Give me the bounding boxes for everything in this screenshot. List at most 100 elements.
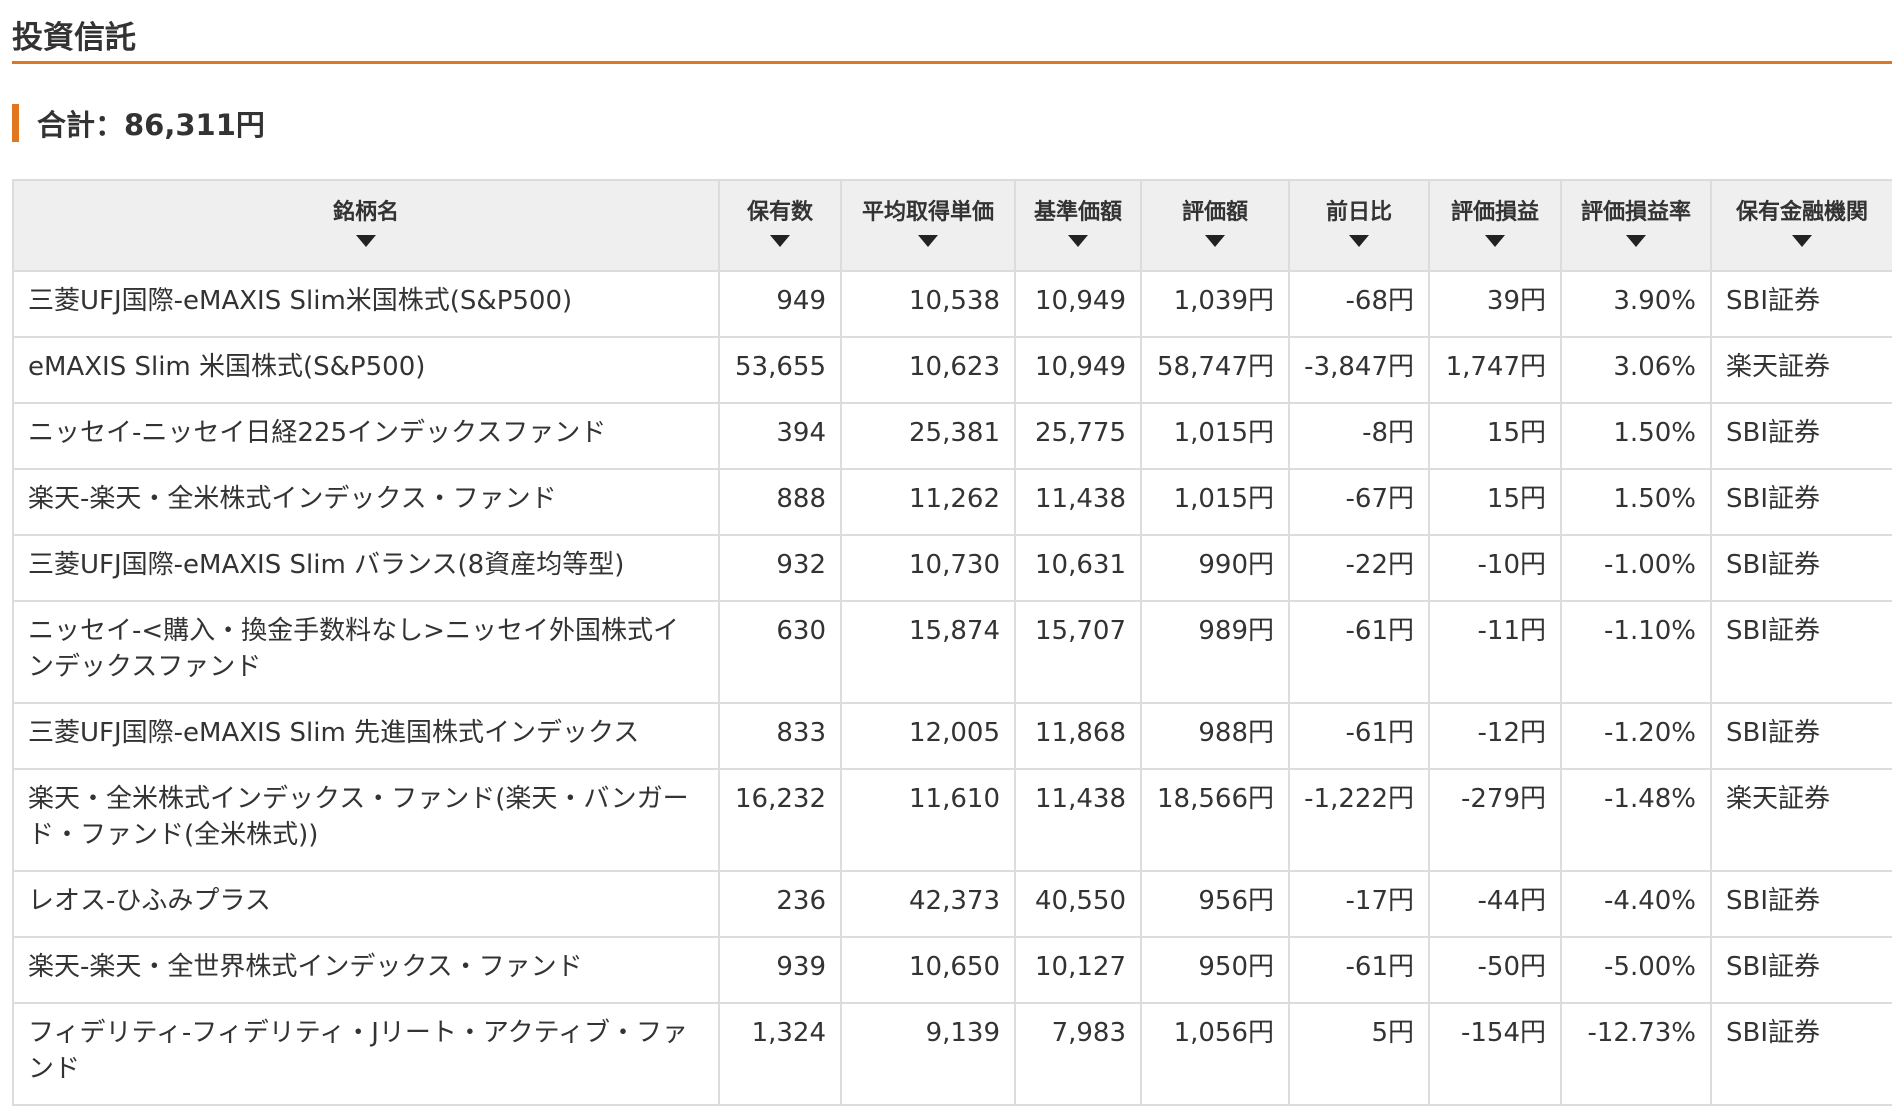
quantity-cell: 888 [718,468,842,536]
base-price-cell: 10,949 [1014,270,1142,338]
column-header-quantity[interactable]: 保有数 [718,179,842,272]
holdings-table: 銘柄名 保有数 平均取得単価 基準価額 評価額 前日比 評価損益 評価損益率 保有金融機関 三菱… [12,179,1892,1106]
base-price-cell: 25,775 [1014,402,1142,470]
sort-down-triangle-icon[interactable] [1626,235,1646,247]
column-header-gain-rate[interactable]: 評価損益率 [1560,179,1712,272]
column-header-base-price[interactable]: 基準価額 [1014,179,1142,272]
fund-name-cell: フィデリティ-フィデリティ・Jリート・アクティブ・ファンド [12,1002,720,1106]
gain-cell: 15円 [1428,402,1562,470]
gain-rate-cell: 3.90% [1560,270,1712,338]
fund-name-cell: 楽天-楽天・全世界株式インデックス・ファンド [12,936,720,1004]
column-header-label: 評価損益率 [1580,200,1691,225]
fund-name-cell: eMAXIS Slim 米国株式(S&P500) [12,336,720,404]
institution-cell: SBI証券 [1710,870,1892,938]
value-cell: 1,015円 [1140,402,1290,470]
column-header-label: 評価損益 [1450,200,1539,225]
avg-cost-cell: 15,874 [840,600,1016,704]
avg-cost-cell: 25,381 [840,402,1016,470]
sort-down-triangle-icon[interactable] [1349,235,1369,247]
gain-cell: -12円 [1428,702,1562,770]
gain-rate-cell: -1.10% [1560,600,1712,704]
avg-cost-cell: 9,139 [840,1002,1016,1106]
value-cell: 988円 [1140,702,1290,770]
table-row: 楽天-楽天・全世界株式インデックス・ファンド 939 10,650 10,127 950… [12,936,1892,1004]
table-row: レオス-ひふみプラス 236 42,373 40,550 956円 -17円 -44円 -4.… [12,870,1892,938]
table-row: フィデリティ-フィデリティ・Jリート・アクティブ・ファンド 1,324 9,139 7… [12,1002,1892,1106]
value-cell: 18,566円 [1140,768,1290,872]
sort-down-triangle-icon[interactable] [1792,235,1812,247]
sort-down-triangle-icon[interactable] [1068,235,1088,247]
sort-down-triangle-icon[interactable] [1485,235,1505,247]
gain-cell: 39円 [1428,270,1562,338]
gain-cell: 1,747円 [1428,336,1562,404]
gain-rate-cell: -4.40% [1560,870,1712,938]
avg-cost-cell: 10,650 [840,936,1016,1004]
value-cell: 956円 [1140,870,1290,938]
gain-cell: -50円 [1428,936,1562,1004]
column-header-gain[interactable]: 評価損益 [1428,179,1562,272]
column-header-avg-cost[interactable]: 平均取得単価 [840,179,1016,272]
gain-rate-cell: -5.00% [1560,936,1712,1004]
gain-rate-cell: 3.06% [1560,336,1712,404]
sort-down-triangle-icon[interactable] [1205,235,1225,247]
day-change-cell: 5円 [1288,1002,1430,1106]
gain-rate-cell: -12.73% [1560,1002,1712,1106]
gain-cell: -10円 [1428,534,1562,602]
column-header-label: 銘柄名 [332,200,399,225]
column-header-label: 評価額 [1181,200,1248,225]
table-row: eMAXIS Slim 米国株式(S&P500) 53,655 10,623 10,9… [12,336,1892,404]
column-header-label: 保有金融機関 [1735,200,1868,225]
column-header-label: 基準価額 [1033,200,1122,225]
gain-rate-cell: -1.00% [1560,534,1712,602]
column-header-label: 平均取得単価 [861,200,994,225]
fund-name-cell: ニッセイ-ニッセイ日経225インデックスファンド [12,402,720,470]
column-header-day-change[interactable]: 前日比 [1288,179,1430,272]
column-header-value[interactable]: 評価額 [1140,179,1290,272]
table-body: 三菱UFJ国際-eMAXIS Slim米国株式(S&P500) 949 10,538… [12,270,1892,1106]
value-cell: 989円 [1140,600,1290,704]
gain-rate-cell: 1.50% [1560,468,1712,536]
gain-cell: -154円 [1428,1002,1562,1106]
quantity-cell: 1,324 [718,1002,842,1106]
gain-rate-cell: -1.48% [1560,768,1712,872]
section-header: 投資信託 [12,12,1892,64]
gain-cell: -11円 [1428,600,1562,704]
quantity-cell: 932 [718,534,842,602]
avg-cost-cell: 42,373 [840,870,1016,938]
sort-down-triangle-icon[interactable] [356,235,376,247]
table-row: 三菱UFJ国際-eMAXIS Slim 先進国株式インデックス 833 12,005… [12,702,1892,770]
day-change-cell: -67円 [1288,468,1430,536]
institution-cell: 楽天証券 [1710,768,1892,872]
base-price-cell: 15,707 [1014,600,1142,704]
institution-cell: SBI証券 [1710,936,1892,1004]
sort-down-triangle-icon[interactable] [918,235,938,247]
table-row: ニッセイ-ニッセイ日経225インデックスファンド 394 25,381 25,775 1… [12,402,1892,470]
column-header-label: 保有数 [746,200,813,225]
gain-cell: -279円 [1428,768,1562,872]
total-amount: 合計：86,311円 [37,108,265,142]
fund-name-cell: 三菱UFJ国際-eMAXIS Slim バランス(8資産均等型) [12,534,720,602]
day-change-cell: -1,222円 [1288,768,1430,872]
gain-cell: 15円 [1428,468,1562,536]
institution-cell: SBI証券 [1710,270,1892,338]
total-summary: 合計：86,311円 [12,104,265,142]
day-change-cell: -17円 [1288,870,1430,938]
quantity-cell: 939 [718,936,842,1004]
base-price-cell: 40,550 [1014,870,1142,938]
table-row: 三菱UFJ国際-eMAXIS Slim バランス(8資産均等型) 932 10,73… [12,534,1892,602]
quantity-cell: 833 [718,702,842,770]
avg-cost-cell: 11,262 [840,468,1016,536]
avg-cost-cell: 10,538 [840,270,1016,338]
base-price-cell: 10,949 [1014,336,1142,404]
column-header-institution[interactable]: 保有金融機関 [1710,179,1892,272]
fund-name-cell: 楽天-楽天・全米株式インデックス・ファンド [12,468,720,536]
sort-down-triangle-icon[interactable] [770,235,790,247]
table-row: 三菱UFJ国際-eMAXIS Slim米国株式(S&P500) 949 10,538… [12,270,1892,338]
column-header-name[interactable]: 銘柄名 [12,179,720,272]
base-price-cell: 11,438 [1014,468,1142,536]
fund-name-cell: ニッセイ-<購入・換金手数料なし>ニッセイ外国株式インデックスファンド [12,600,720,704]
value-cell: 1,039円 [1140,270,1290,338]
base-price-cell: 10,631 [1014,534,1142,602]
avg-cost-cell: 12,005 [840,702,1016,770]
institution-cell: 楽天証券 [1710,336,1892,404]
